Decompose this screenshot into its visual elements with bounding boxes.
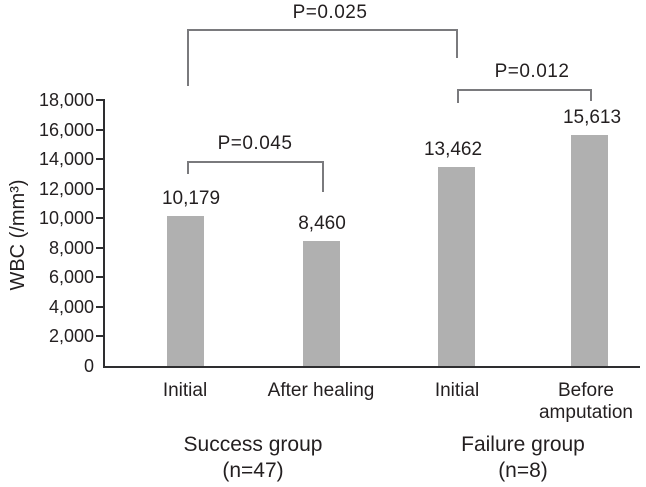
y-tick — [96, 128, 103, 131]
significance-bracket-line — [457, 89, 590, 91]
p-value-label: P=0.045 — [217, 133, 293, 154]
significance-bracket-leg — [457, 89, 459, 103]
category-label: After healing — [267, 380, 375, 401]
group-name: Failure group — [461, 433, 585, 456]
y-axis-line — [103, 99, 105, 368]
y-tick — [96, 187, 103, 190]
y-tick-label: 18,000 — [38, 90, 94, 110]
group-label: Success group (n=47) — [143, 432, 363, 484]
category-label: Initial — [162, 380, 208, 401]
y-tick — [96, 276, 103, 279]
y-tick — [96, 217, 103, 220]
y-tick-label: 16,000 — [38, 119, 94, 140]
significance-bracket-line — [187, 29, 456, 31]
category-label: Initial — [434, 380, 480, 401]
y-tick — [96, 99, 103, 101]
y-tick-label: 14,000 — [38, 149, 94, 170]
p-value-label: P=0.012 — [494, 61, 570, 82]
bar — [303, 240, 340, 366]
p-value-label: P=0.025 — [292, 2, 368, 23]
y-tick-label: 10,000 — [38, 208, 94, 229]
group-count: (n=47) — [222, 459, 284, 482]
y-tick-label: 0 — [83, 356, 94, 376]
bar-value-label: 15,613 — [562, 107, 622, 129]
bar-value-label: 13,462 — [423, 139, 483, 161]
category-label: Before amputation — [538, 380, 633, 423]
y-tick — [96, 305, 103, 308]
y-tick — [96, 246, 103, 249]
group-name: Success group — [183, 433, 323, 456]
group-count: (n=8) — [498, 459, 548, 482]
y-tick — [96, 158, 103, 161]
x-axis-line — [103, 366, 640, 368]
y-tick — [96, 335, 103, 338]
significance-bracket-leg — [187, 161, 189, 174]
bar-value-label: 8,460 — [298, 212, 346, 234]
significance-bracket-leg — [322, 161, 324, 192]
bar — [438, 167, 475, 366]
y-tick-label: 2,000 — [48, 326, 94, 347]
y-tick-label: 4,000 — [48, 296, 94, 317]
y-tick-label: 12,000 — [38, 178, 94, 199]
bar — [167, 215, 204, 366]
significance-bracket-leg — [456, 29, 458, 58]
group-label: Failure group (n=8) — [413, 432, 633, 484]
significance-bracket-line — [187, 161, 322, 163]
bar — [571, 135, 608, 366]
significance-bracket-leg — [590, 89, 592, 101]
significance-bracket-leg — [187, 29, 189, 86]
bar-value-label: 10,179 — [161, 187, 221, 209]
y-tick-label: 6,000 — [48, 267, 94, 288]
y-tick-label: 8,000 — [48, 237, 94, 258]
